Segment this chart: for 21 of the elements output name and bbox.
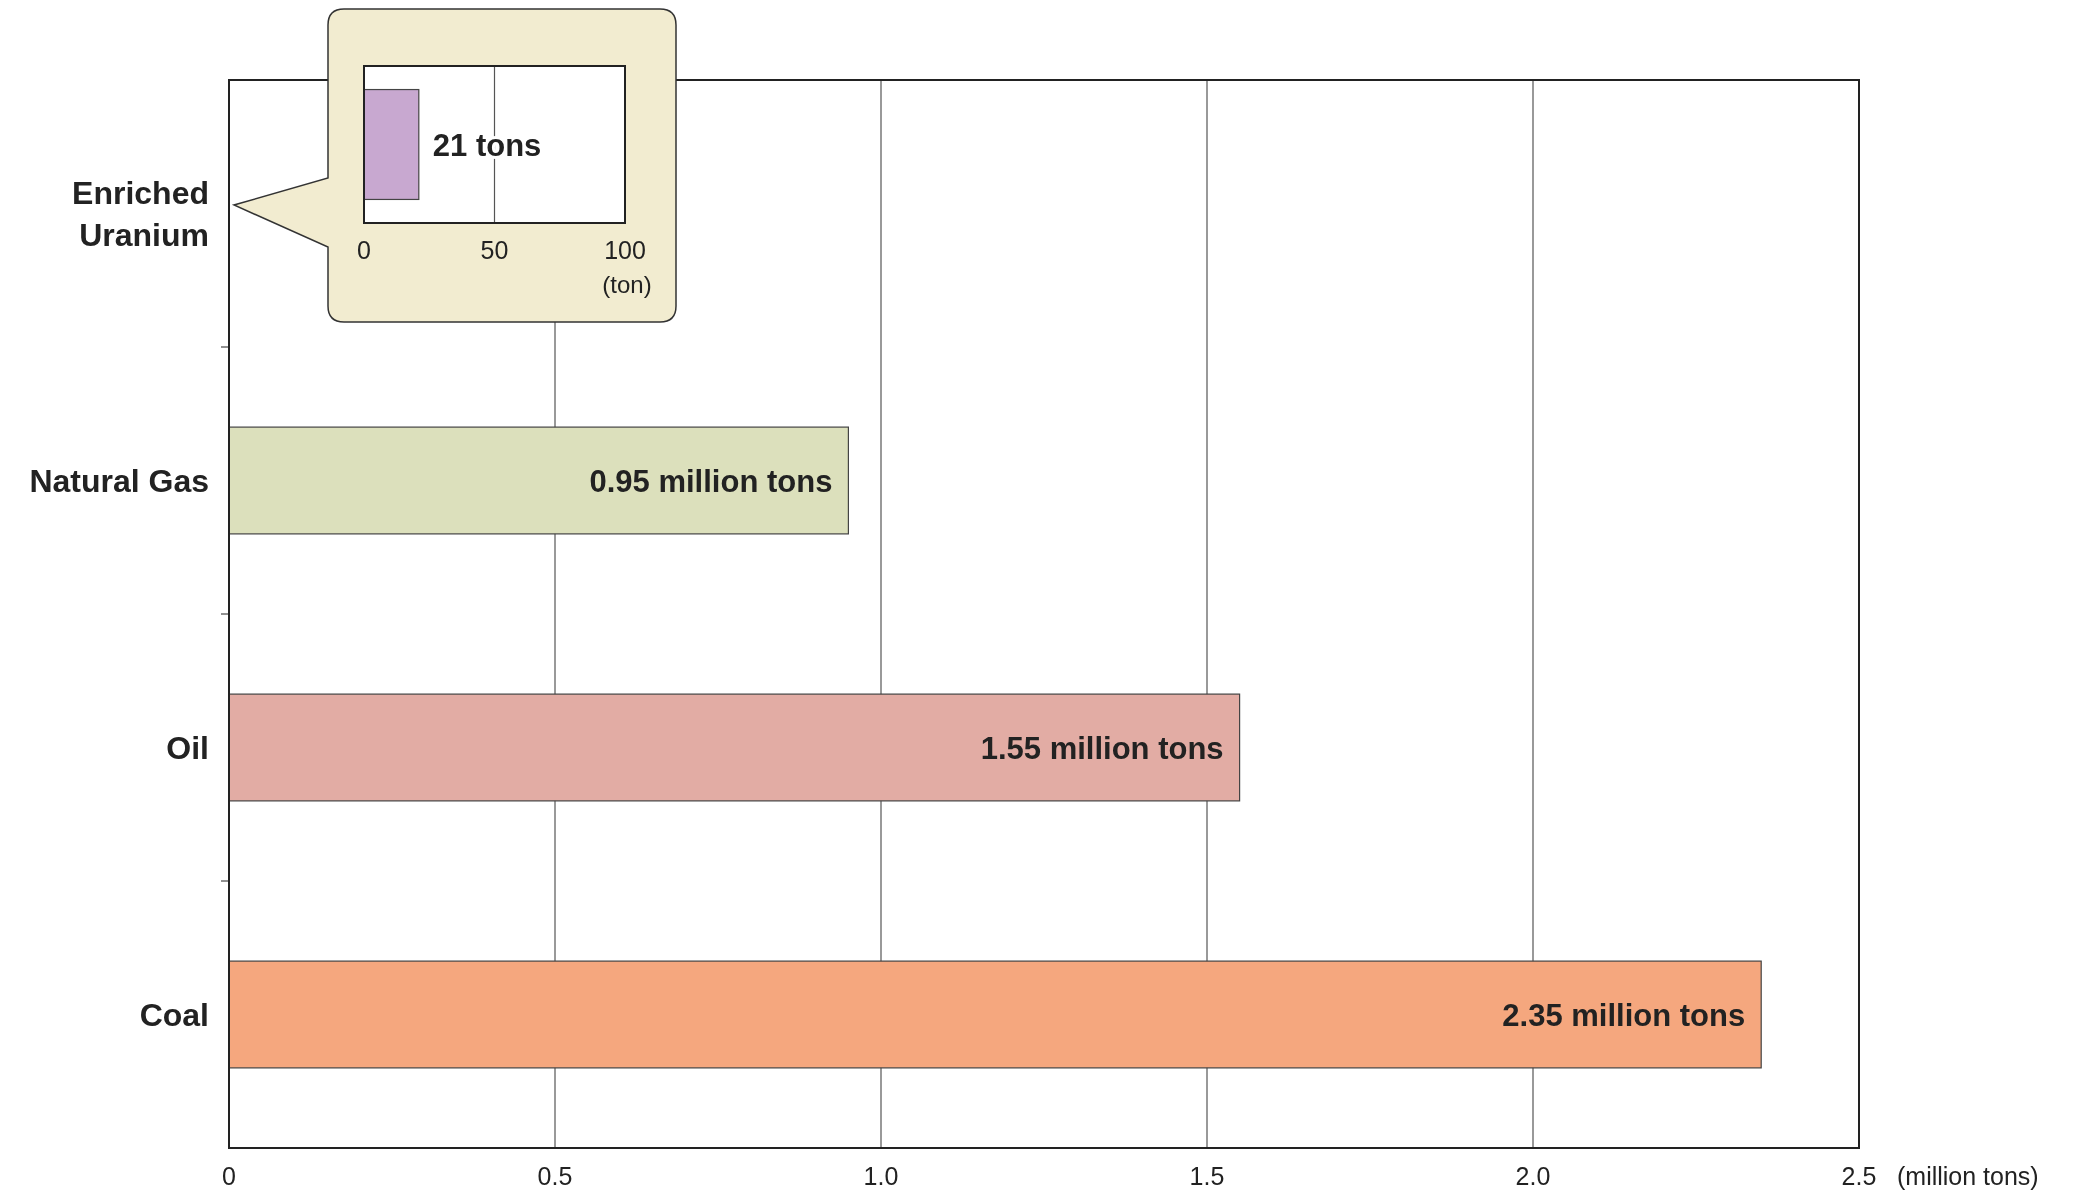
x-tick-label: 0.5 — [537, 1162, 573, 1190]
bar — [228, 426, 849, 535]
y-tick-label: Enriched Uranium — [72, 174, 209, 253]
x-tick-label: 2.0 — [1515, 1162, 1551, 1190]
bar — [228, 693, 1241, 802]
y-tick-label: Coal — [139, 996, 209, 1033]
y-tick-label: Natural Gas — [29, 462, 209, 499]
data-label: 2.35 million tons — [1502, 997, 1746, 1033]
x-tick-label: 100 — [604, 236, 646, 264]
data-label: 0.95 million tons — [589, 463, 833, 499]
bar — [228, 960, 1762, 1069]
x-axis-title: (ton) — [602, 271, 652, 298]
x-axis-title: (million tons) — [1897, 1162, 2039, 1190]
data-label: 1.55 million tons — [980, 730, 1224, 766]
y-tick-label: Oil — [166, 729, 209, 766]
x-tick-label: 0 — [222, 1162, 236, 1190]
x-tick-label: 50 — [480, 236, 509, 264]
x-tick-label: 1.0 — [863, 1162, 899, 1190]
x-tick-label: 2.5 — [1841, 1162, 1877, 1190]
x-tick-label: 0 — [357, 236, 371, 264]
x-tick-label: 1.5 — [1189, 1162, 1225, 1190]
